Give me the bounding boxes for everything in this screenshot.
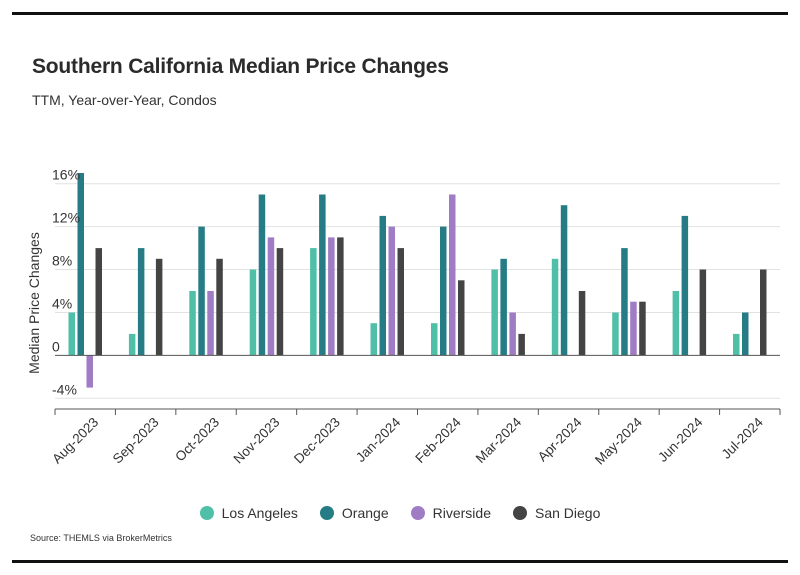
bar-orange-jul-2024 <box>742 312 749 356</box>
bar-orange-jan-2024 <box>379 215 386 356</box>
chart-frame: Southern California Median Price Changes… <box>12 12 788 563</box>
y-tick-label: 8% <box>52 253 72 269</box>
gridlines <box>55 183 780 399</box>
x-tick-label: Jul-2024 <box>719 414 767 462</box>
bar-los-angeles-jul-2024 <box>733 333 740 356</box>
bar-san-diego-aug-2023 <box>95 248 102 356</box>
bar-orange-mar-2024 <box>500 258 507 356</box>
y-tick-label: 0 <box>52 338 60 354</box>
legend-swatch-riverside <box>410 506 425 520</box>
bar-los-angeles-jan-2024 <box>370 323 377 356</box>
bar-los-angeles-jun-2024 <box>672 291 680 356</box>
y-tick-label: 4% <box>52 295 72 311</box>
legend-item-orange: Orange <box>319 505 389 521</box>
bar-los-angeles-feb-2024 <box>431 323 438 356</box>
x-tick-label: Oct-2023 <box>172 415 222 465</box>
bar-los-angeles-aug-2023 <box>68 312 75 356</box>
bar-riverside-feb-2024 <box>449 194 456 356</box>
bar-orange-may-2024 <box>621 248 628 356</box>
bar-orange-apr-2024 <box>560 205 568 356</box>
bar-riverside-dec-2023 <box>328 237 335 356</box>
bars <box>68 173 767 388</box>
bar-orange-oct-2023 <box>198 226 205 356</box>
bar-los-angeles-nov-2023 <box>249 269 257 356</box>
bar-chart: 16% 12% 8% 4% 0 -4% Median Price Changes Aug-20… <box>26 167 781 468</box>
chart-title: Southern California Median Price Changes <box>32 55 449 78</box>
bar-riverside-jan-2024 <box>388 226 395 356</box>
legend-label-san-diego: San Diego <box>534 505 601 521</box>
chart-subtitle: TTM, Year-over-Year, Condos <box>32 92 217 108</box>
bar-orange-nov-2023 <box>258 194 266 356</box>
x-tick-label: Feb-2024 <box>412 414 464 466</box>
legend-label-riverside: Riverside <box>432 505 491 521</box>
legend-item-los-angeles: Los Angeles <box>199 505 298 521</box>
bar-riverside-may-2024 <box>630 301 637 356</box>
y-tick-label: -4% <box>52 381 77 397</box>
y-axis-title: Median Price Changes <box>26 232 42 374</box>
y-tick-label: 16% <box>52 167 80 183</box>
bar-orange-dec-2023 <box>319 194 326 356</box>
bar-san-diego-mar-2024 <box>518 333 525 356</box>
x-tick-label: Aug-2023 <box>49 415 101 467</box>
legend-item-riverside: Riverside <box>410 505 491 521</box>
x-tick-label: Apr-2024 <box>535 414 585 464</box>
bar-los-angeles-sep-2023 <box>128 333 136 356</box>
bar-san-diego-jul-2024 <box>760 269 767 356</box>
x-tick-label: Jan-2024 <box>353 414 404 465</box>
bar-los-angeles-dec-2023 <box>310 248 317 356</box>
bar-san-diego-feb-2024 <box>458 280 465 356</box>
bar-riverside-oct-2023 <box>207 291 214 356</box>
legend-label-orange: Orange <box>341 505 389 521</box>
bar-riverside-mar-2024 <box>509 312 516 356</box>
bar-san-diego-may-2024 <box>639 301 646 356</box>
x-tick-label: Dec-2023 <box>291 415 343 467</box>
bar-los-angeles-mar-2024 <box>491 269 498 356</box>
bar-los-angeles-oct-2023 <box>189 291 196 356</box>
bar-riverside-aug-2023 <box>86 355 93 388</box>
bar-san-diego-jan-2024 <box>397 248 404 356</box>
axes <box>54 354 781 415</box>
bar-san-diego-apr-2024 <box>578 291 586 356</box>
bar-san-diego-sep-2023 <box>155 258 163 356</box>
legend-item-san-diego: San Diego <box>512 505 601 521</box>
legend-label-los-angeles: Los Angeles <box>221 505 298 521</box>
bar-orange-sep-2023 <box>137 248 145 356</box>
bar-orange-feb-2024 <box>440 226 447 356</box>
x-tick-label: Mar-2024 <box>473 414 525 466</box>
legend-swatch-los-angeles <box>199 506 214 520</box>
x-tick-label: Sep-2023 <box>110 415 162 467</box>
source-note: Source: THEMLS via BrokerMetrics <box>30 533 172 543</box>
y-tick-label: 12% <box>52 210 80 226</box>
bar-san-diego-oct-2023 <box>216 258 223 356</box>
bar-orange-aug-2023 <box>77 173 84 356</box>
legend: Los Angeles Orange Riverside San Diego <box>12 505 788 521</box>
legend-swatch-orange <box>319 506 334 520</box>
bar-los-angeles-may-2024 <box>612 312 619 356</box>
x-tick-label: Jun-2024 <box>655 414 706 465</box>
x-tick-label: Nov-2023 <box>231 415 283 467</box>
legend-swatch-san-diego <box>512 506 527 520</box>
bar-san-diego-jun-2024 <box>699 269 707 356</box>
tick-labels: 16% 12% 8% 4% 0 -4% Median Price Changes Aug-20… <box>26 167 766 468</box>
bar-san-diego-nov-2023 <box>276 248 284 356</box>
x-tick-label: May-2024 <box>592 414 645 467</box>
bar-riverside-nov-2023 <box>267 237 275 356</box>
bar-los-angeles-apr-2024 <box>551 258 559 356</box>
bar-orange-jun-2024 <box>681 215 689 356</box>
bar-san-diego-dec-2023 <box>337 237 344 356</box>
